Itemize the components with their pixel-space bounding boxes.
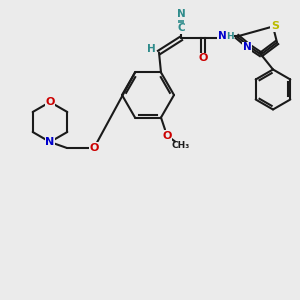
Text: O: O [45,97,55,107]
Text: CH₃: CH₃ [172,141,190,150]
Text: O: O [198,53,208,64]
Text: N: N [218,32,226,41]
Text: H: H [226,32,234,41]
Text: N: N [243,43,251,52]
Text: N: N [177,10,185,20]
Text: S: S [271,22,279,32]
Text: H: H [147,44,155,55]
Text: N: N [45,137,55,147]
Text: O: O [89,143,99,153]
Text: C: C [177,23,185,34]
Text: O: O [162,130,172,140]
